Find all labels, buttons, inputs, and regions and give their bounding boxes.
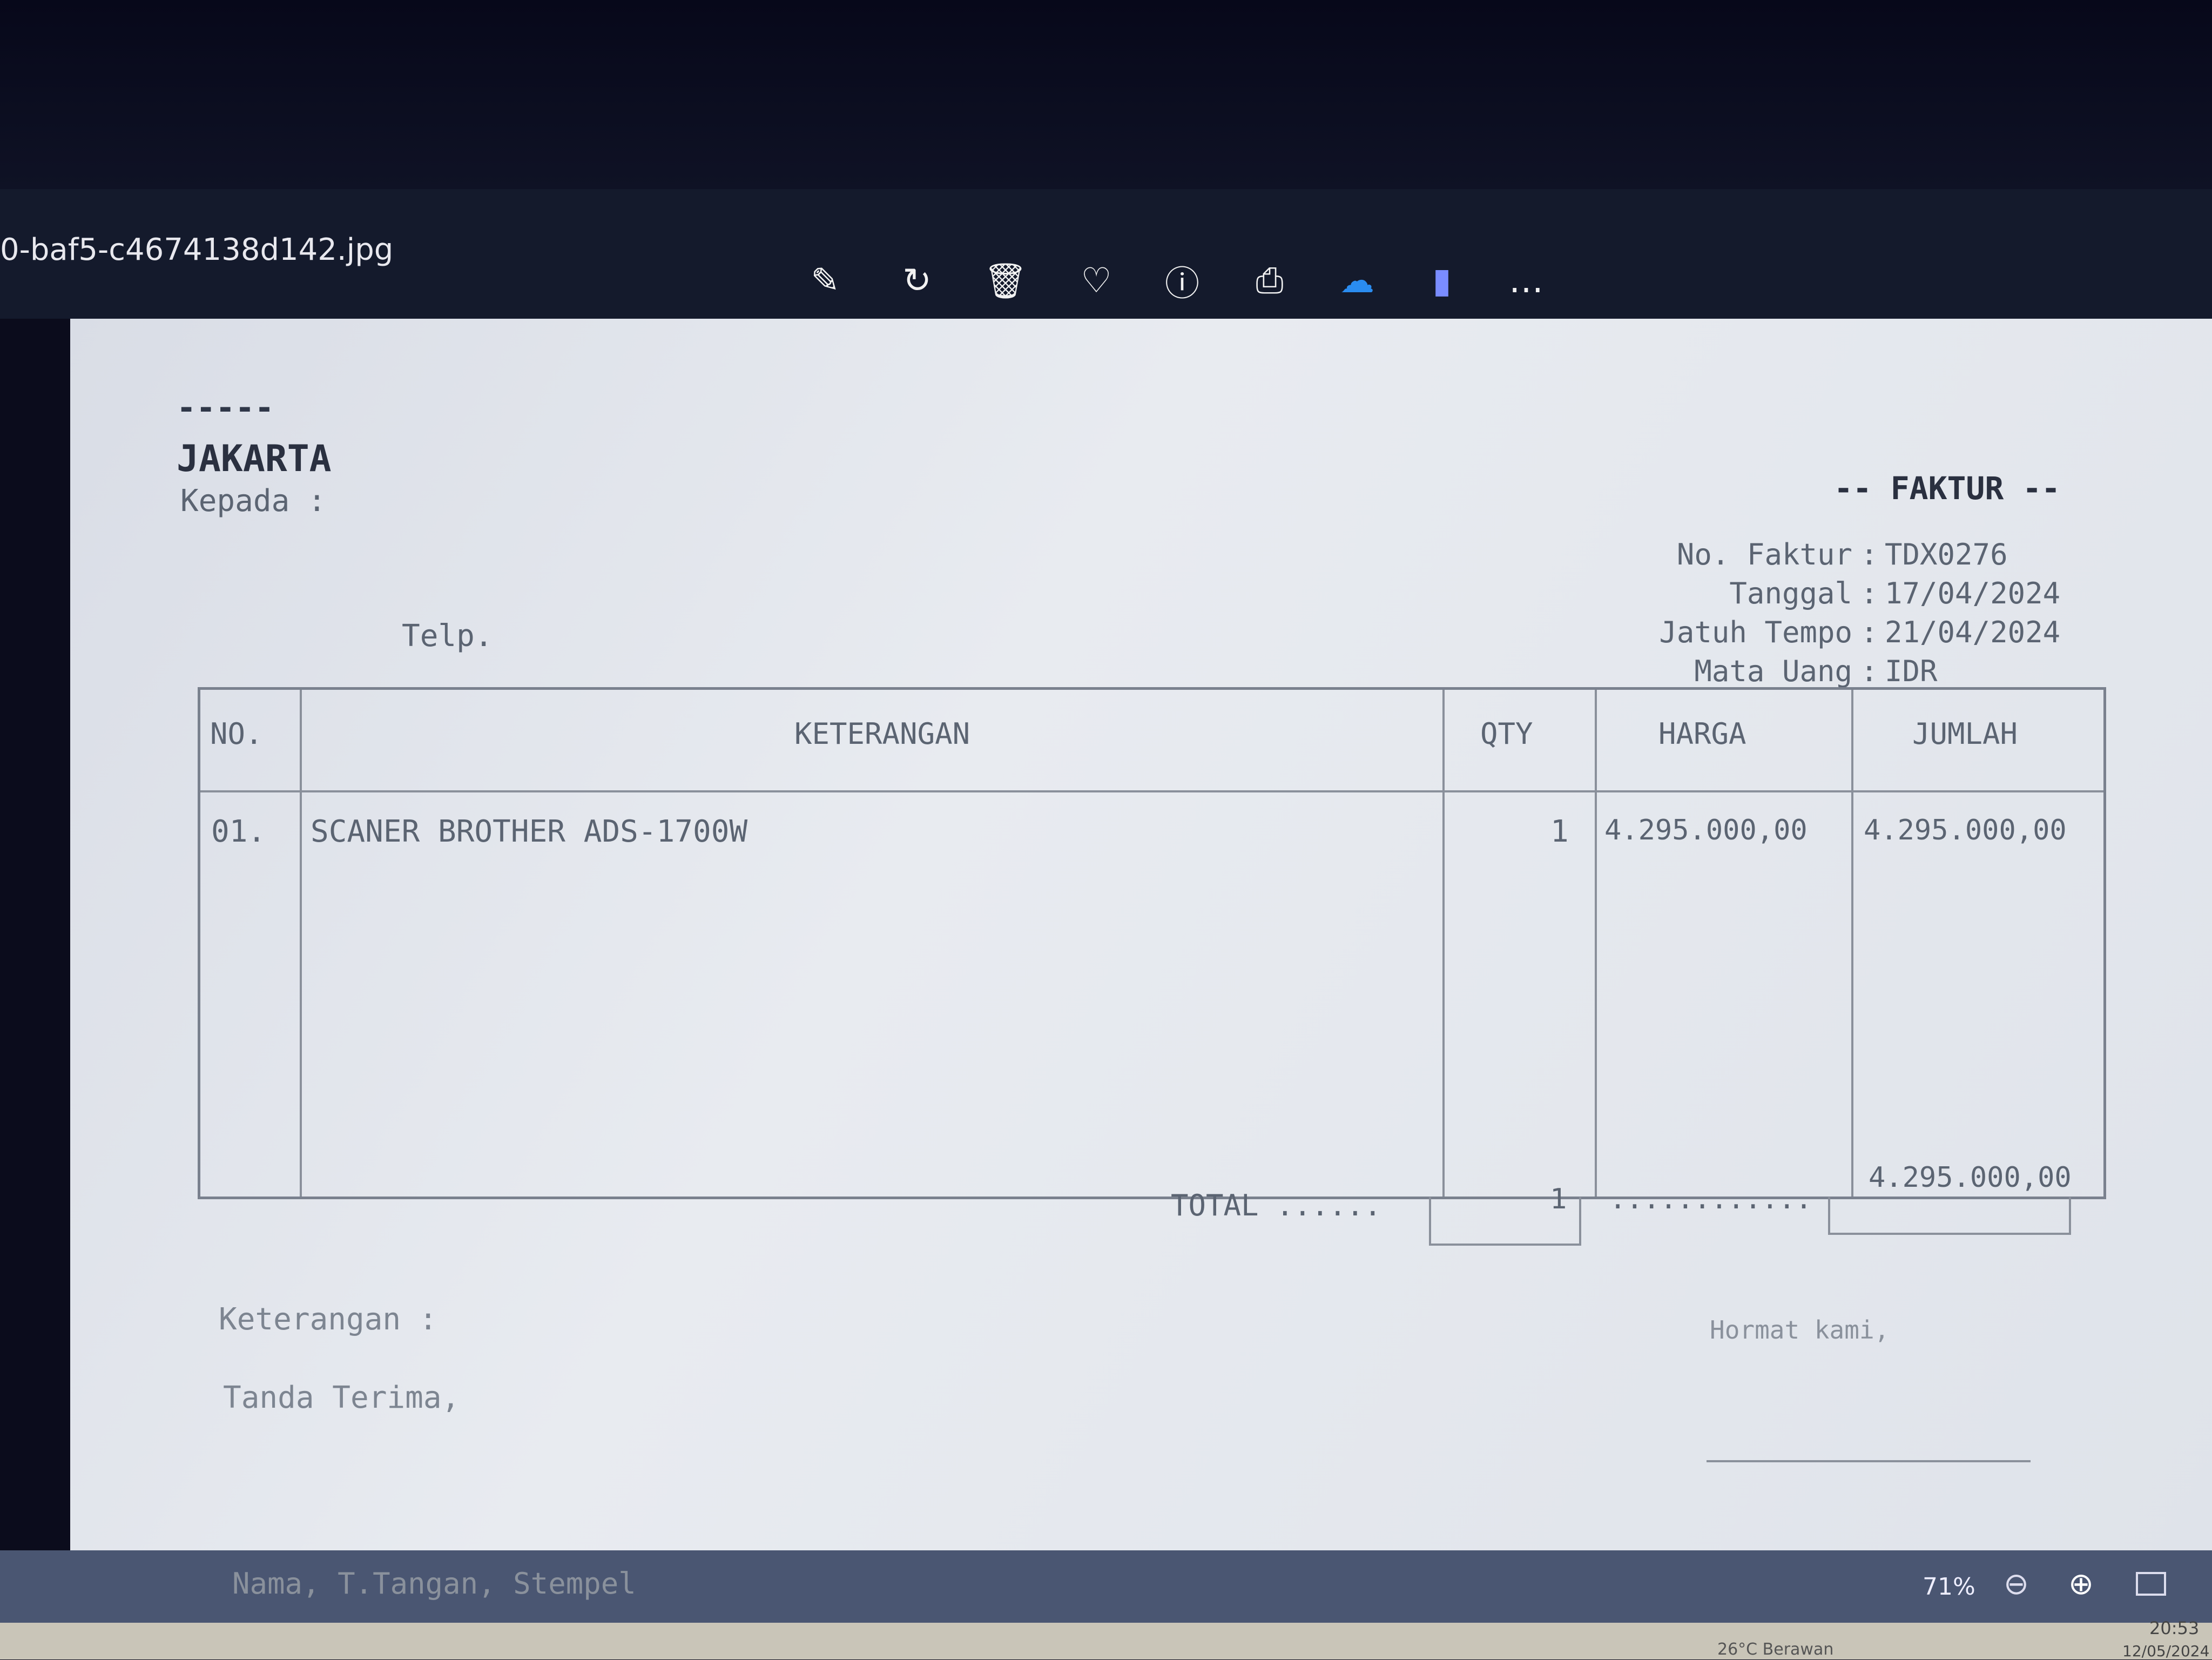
total-amount-box [1828,1197,2071,1235]
clock-time: 20:53 [2149,1618,2200,1638]
zoom-level: 71% [1923,1573,1975,1601]
bottom-bar [0,1550,2212,1623]
row-price: 4.295.000,00 [1604,814,1808,846]
meta-label: Jatuh Tempo [1659,615,1852,649]
notes-label: Keterangan : [219,1302,437,1337]
regards-label: Hormat kami, [1710,1315,1890,1345]
meta-value: TDX0276 [1885,537,2008,572]
city: JAKARTA [177,438,332,480]
phone-label: Telp. [402,619,493,654]
more-icon[interactable]: … [1509,261,1543,301]
meta-label: Mata Uang [1694,654,1852,688]
to-label: Kepada : [180,483,326,519]
meta-value: IDR [1885,654,1938,688]
onedrive-icon[interactable]: ☁ [1340,261,1374,301]
total-qty: 1 [1550,1183,1567,1215]
favorite-icon[interactable]: ♡ [1081,261,1112,301]
taskbar [0,1623,2212,1659]
fit-screen-icon[interactable] [2136,1572,2166,1596]
total-amount: 4.295.000,00 [1869,1161,2072,1194]
col-no: NO. [210,717,263,751]
zoom-in-icon[interactable]: ⊕ [2068,1567,2094,1602]
col-price: HARGA [1658,717,1746,751]
company-line: ----- [177,389,274,427]
meta-label: Tanggal [1729,576,1852,610]
table-header [200,690,2103,792]
row-qty: 1 [1550,814,1569,849]
col-amount: JUMLAH [1912,717,2018,751]
row-desc: SCANER BROTHER ADS-1700W [311,814,748,849]
meta-value: 21/04/2024 [1885,615,2061,649]
delete-icon[interactable]: 🗑 [983,261,1028,301]
row-no: 01. [211,814,266,849]
file-name: 0-baf5-c4674138d142.jpg [0,232,394,267]
row-amount: 4.295.000,00 [1864,814,2067,846]
items-table: NO. KETERANGAN QTY HARGA JUMLAH 01. SCAN… [198,687,2106,1199]
meta-label: No. Faktur [1676,537,1852,572]
clock-date: 12/05/2024 [2122,1642,2210,1660]
print-icon[interactable]: ⎙ [1256,261,1284,301]
sign-label: Nama, T.Tangan, Stempel [232,1567,636,1601]
total-dots: ............ [1609,1183,1812,1215]
weather: 26°C Berawan [1717,1640,1834,1659]
signature-line [1707,1460,2031,1462]
invoice-document [70,319,2212,1550]
title-bar [0,189,2212,319]
background-dark [0,0,2212,189]
receipt-label: Tanda Terima, [223,1380,460,1415]
col-qty: QTY [1480,717,1533,751]
total-label: TOTAL ...... [1171,1188,1382,1222]
invoice-title: -- FAKTUR -- [1834,470,2061,507]
rotate-icon[interactable]: ↻ [902,261,932,301]
zoom-out-icon[interactable]: ⊖ [2004,1567,2029,1602]
meta-value: 17/04/2024 [1885,576,2061,610]
col-desc: KETERANGAN [794,717,970,751]
info-icon[interactable]: ⓘ [1165,264,1199,304]
clipchamp-icon[interactable]: ▮ [1432,261,1452,301]
edit-image-icon[interactable]: ✎ [811,261,840,301]
total-qty-box [1429,1197,1581,1246]
